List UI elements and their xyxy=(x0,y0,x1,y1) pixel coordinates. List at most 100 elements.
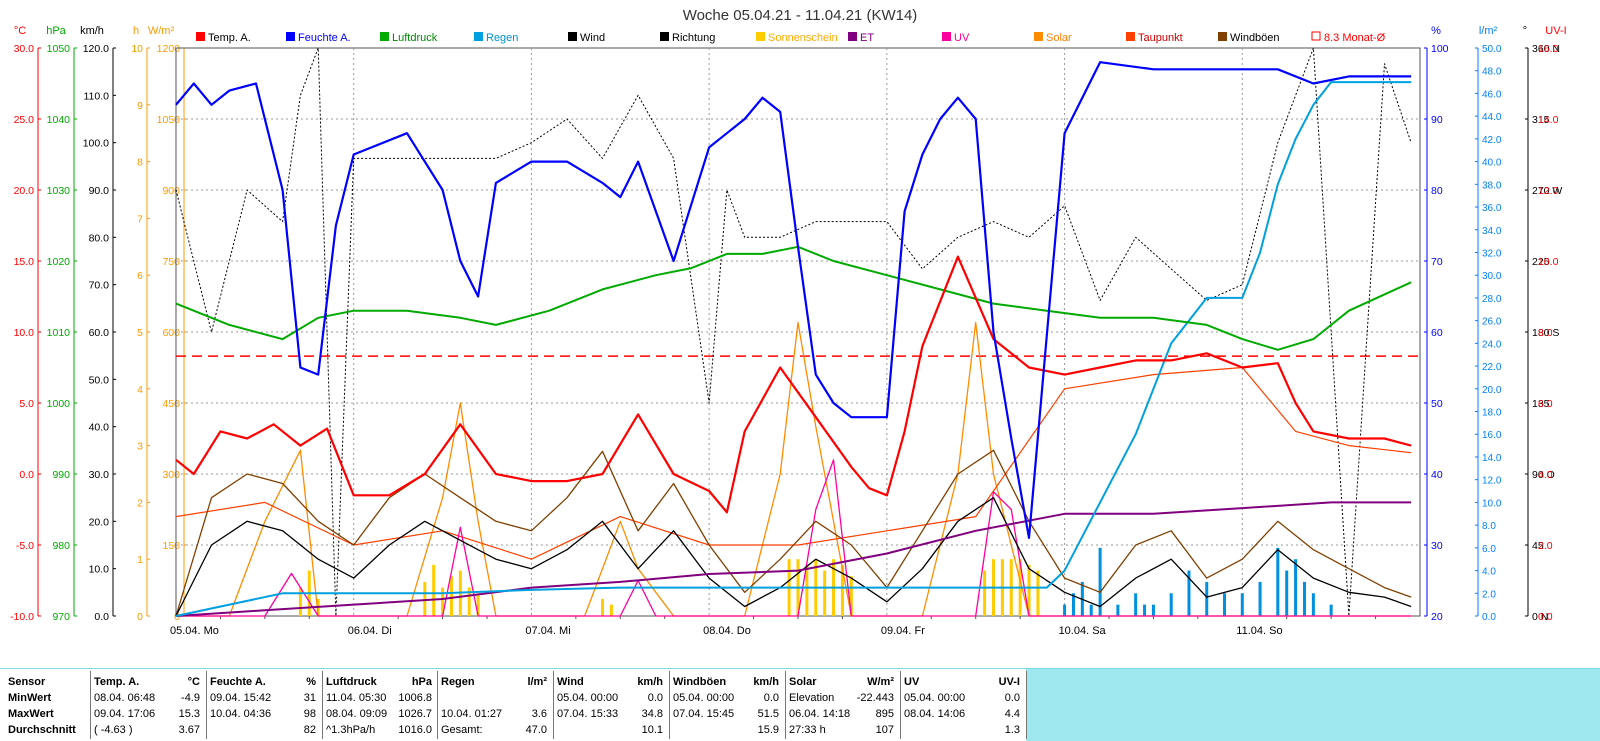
left-axis-tick-label: 90.0 xyxy=(89,185,110,197)
right-axis-tick-label: 90 xyxy=(1431,114,1443,126)
series-regen xyxy=(175,81,1412,617)
bar-regen-rate xyxy=(1285,570,1289,616)
stats-cell-luft-v: 1026.7 xyxy=(398,708,432,720)
right-axis-tick-label: 48.0 xyxy=(1482,67,1502,78)
stats-cell-regen-v: 3.6 xyxy=(531,708,547,720)
bar-regen-rate xyxy=(1187,570,1191,616)
legend-label: Temp. A. xyxy=(208,32,251,44)
bar-regen-rate xyxy=(1294,559,1298,616)
right-axis-tick-label: 225 xyxy=(1532,256,1550,268)
left-axis-tick-label: 25.0 xyxy=(14,114,35,126)
stats-cell-wind-v: 34.8 xyxy=(641,708,663,720)
stats-cell-temp-v: 15.3 xyxy=(178,708,200,720)
stats-divider xyxy=(669,671,670,739)
series-solar xyxy=(176,321,1412,617)
stats-cell-luft-v: 1016.0 xyxy=(398,724,432,736)
stats-cell-wind-v: 0.0 xyxy=(647,692,663,704)
right-axis-tick-label: 40.0 xyxy=(1482,158,1502,169)
right-axis-tick-label: 360 N xyxy=(1532,43,1560,55)
right-axis-tick-label: 2.0 xyxy=(1482,589,1496,600)
right-axis-tick-label: 90 O xyxy=(1532,469,1555,481)
right-axis-tick-label: 32.0 xyxy=(1482,248,1502,259)
bar-regen-rate xyxy=(1205,581,1209,616)
weather-chart: Woche 05.04.21 - 11.04.21 (KW14) Temp. A… xyxy=(10,7,1567,637)
right-axis-tick-label: 45 xyxy=(1532,540,1544,552)
bar-regen-rate xyxy=(1169,593,1173,616)
left-axis-tick-label: 990 xyxy=(52,469,70,481)
right-axis-tick-label: 12.0 xyxy=(1538,185,1559,197)
right-axis-tick-label: 0.0 xyxy=(1538,611,1553,623)
right-axis-tick-label: 44.0 xyxy=(1482,112,1502,123)
x-tick-label: 05.04. Mo xyxy=(170,625,219,637)
legend-label: Windböen xyxy=(1230,32,1280,44)
right-axis-tick-label: 42.0 xyxy=(1482,135,1502,146)
right-axis-tick-label: 28.0 xyxy=(1482,294,1502,305)
left-axis-tick-label: 6 xyxy=(137,270,143,282)
bar-sonnenschein xyxy=(601,598,605,616)
left-axis-tick-label: 5.0 xyxy=(19,398,34,410)
stats-cell-uv-v: 0.0 xyxy=(1004,692,1020,704)
bar-regen-rate xyxy=(1151,604,1155,616)
stats-header-windboen: Windböen xyxy=(673,676,727,688)
stats-header-wind: Wind xyxy=(557,676,584,688)
left-axis-tick-label: 1050 xyxy=(157,114,181,126)
legend-swatch xyxy=(568,32,577,41)
stats-divider xyxy=(553,671,554,739)
left-axis-tick-label: 0 xyxy=(137,611,143,623)
right-axis-tick-label: 4.0 xyxy=(1538,469,1553,481)
left-axis-tick-label: 300 xyxy=(162,469,180,481)
stats-header-solar-unit: W/m² xyxy=(867,676,894,688)
right-axis-tick-label: 10.0 xyxy=(1538,256,1559,268)
stats-cell-solar-t: 06.04. 14:18 xyxy=(789,708,851,720)
left-axis-tick-label: 30.0 xyxy=(14,43,35,55)
left-axis-unit: W/m² xyxy=(148,25,175,37)
stats-cell-solar-t: 27:33 h xyxy=(789,724,826,736)
left-axis-tick-label: 120.0 xyxy=(83,43,109,55)
stats-cell-temp-v: 3.67 xyxy=(178,724,200,736)
stats-cell-feuchte-t: 09.04. 15:42 xyxy=(210,692,272,704)
stats-cell-luft-t: ^1.3hPa/h xyxy=(326,724,376,736)
stats-cell-solar-t: Elevation xyxy=(789,692,835,704)
left-axis-unit: km/h xyxy=(80,25,104,37)
right-axis-tick-label: 46.0 xyxy=(1482,89,1502,100)
right-axis-tick-label: 6.0 xyxy=(1482,544,1496,555)
stats-cell-temp-t: ( -4.63 ) xyxy=(94,724,133,736)
bar-regen-rate xyxy=(1329,604,1333,616)
bar-regen-rate xyxy=(1143,604,1147,616)
plot-area xyxy=(175,47,1420,617)
stats-cell-label: MaxWert xyxy=(8,708,54,720)
stats-cell-solar-v: 895 xyxy=(875,708,894,720)
right-axis-tick-label: 135 xyxy=(1532,398,1550,410)
stats-cell-label: MinWert xyxy=(8,692,52,704)
legend-swatch xyxy=(380,32,389,41)
left-axis-tick-label: 3 xyxy=(137,441,143,453)
bar-sonnenschein xyxy=(840,564,844,616)
x-axis-labels: 05.04. Mo 06.04. Di 07.04. Mi 08.04. Do 09.0… xyxy=(170,625,1283,637)
series-luftdruck xyxy=(175,245,1412,351)
left-axis-tick-label: 750 xyxy=(162,256,180,268)
stats-cell-uv-t: 08.04. 14:06 xyxy=(904,708,966,720)
stats-cell-uv-t: 05.04. 00:00 xyxy=(904,692,966,704)
x-tick-label: 07.04. Mi xyxy=(525,625,570,637)
left-axis-tick-label: 150 xyxy=(162,540,180,552)
legend-label: Sonnenschein xyxy=(768,32,838,44)
bar-sonnenschein xyxy=(432,564,436,616)
left-axes: °C30.025.020.015.010.05.00.0-5.0-10.0hPa… xyxy=(10,25,187,623)
left-axis-tick-label: 50.0 xyxy=(89,374,110,386)
right-axis-tick-label: 8.0 xyxy=(1482,521,1496,532)
stats-cell-solar-v: -22.443 xyxy=(856,692,894,704)
bar-regen-rate xyxy=(1071,593,1075,616)
right-axis-tick-label: 26.0 xyxy=(1482,317,1502,328)
stats-cell-boen-t: 07.04. 15:45 xyxy=(673,708,735,720)
bar-sonnenschein xyxy=(849,576,853,616)
left-axis-tick-label: 15.0 xyxy=(14,256,35,268)
stats-table: Sensor Temp. A. °C Feuchte A. % Luftdruc… xyxy=(0,668,1600,741)
right-axis-tick-label: 14.0 xyxy=(1538,114,1559,126)
stats-cell-uv-v: 1.3 xyxy=(1004,724,1020,736)
stats-header-wind-unit: km/h xyxy=(637,676,663,688)
left-axis-tick-label: -10.0 xyxy=(10,611,34,623)
left-axis-tick-label: 1200 xyxy=(157,43,181,55)
left-axis-unit: h xyxy=(133,25,139,37)
legend-label: Feuchte A. xyxy=(298,32,351,44)
left-axis-tick-label: 1030 xyxy=(47,185,71,197)
